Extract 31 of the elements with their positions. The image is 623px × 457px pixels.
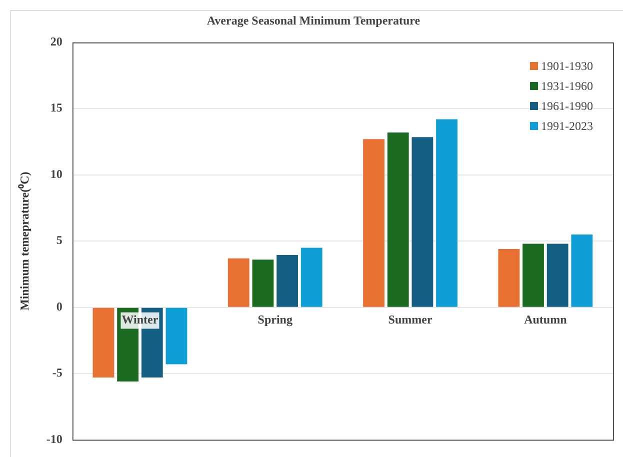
y-tick-label: 10 xyxy=(50,166,62,181)
legend-label: 1901-1930 xyxy=(541,58,593,74)
legend-label: 1961-1990 xyxy=(541,98,593,114)
y-tick-label: 5 xyxy=(56,233,62,248)
bar xyxy=(300,248,322,307)
legend-label: 1931-1960 xyxy=(541,78,593,94)
bar xyxy=(166,308,188,364)
y-axis-title: Minimum temeprature(⁰C) xyxy=(17,172,32,310)
bar xyxy=(92,308,114,378)
bar xyxy=(228,258,250,307)
y-tick-label: 0 xyxy=(56,299,62,314)
bar xyxy=(498,249,520,307)
bar xyxy=(546,244,568,307)
bar xyxy=(252,260,274,307)
y-tick-label: 15 xyxy=(50,100,62,115)
bar xyxy=(276,255,298,307)
y-tick-label: -5 xyxy=(52,366,62,380)
x-tick-label: Winter xyxy=(122,312,159,327)
bar xyxy=(571,234,593,307)
bar xyxy=(436,119,458,307)
bar xyxy=(387,132,409,307)
chart-title: Average Seasonal Minimum Temperature xyxy=(206,13,421,28)
bar xyxy=(363,139,384,307)
y-tick-label: 20 xyxy=(50,34,62,48)
x-tick-label: Summer xyxy=(388,312,433,327)
legend-label: 1991-2023 xyxy=(541,118,593,134)
x-tick-label: Autumn xyxy=(524,312,568,327)
bar xyxy=(412,137,434,307)
bar xyxy=(522,244,544,307)
y-tick-label: -10 xyxy=(46,432,62,446)
x-tick-label: Spring xyxy=(258,312,292,327)
